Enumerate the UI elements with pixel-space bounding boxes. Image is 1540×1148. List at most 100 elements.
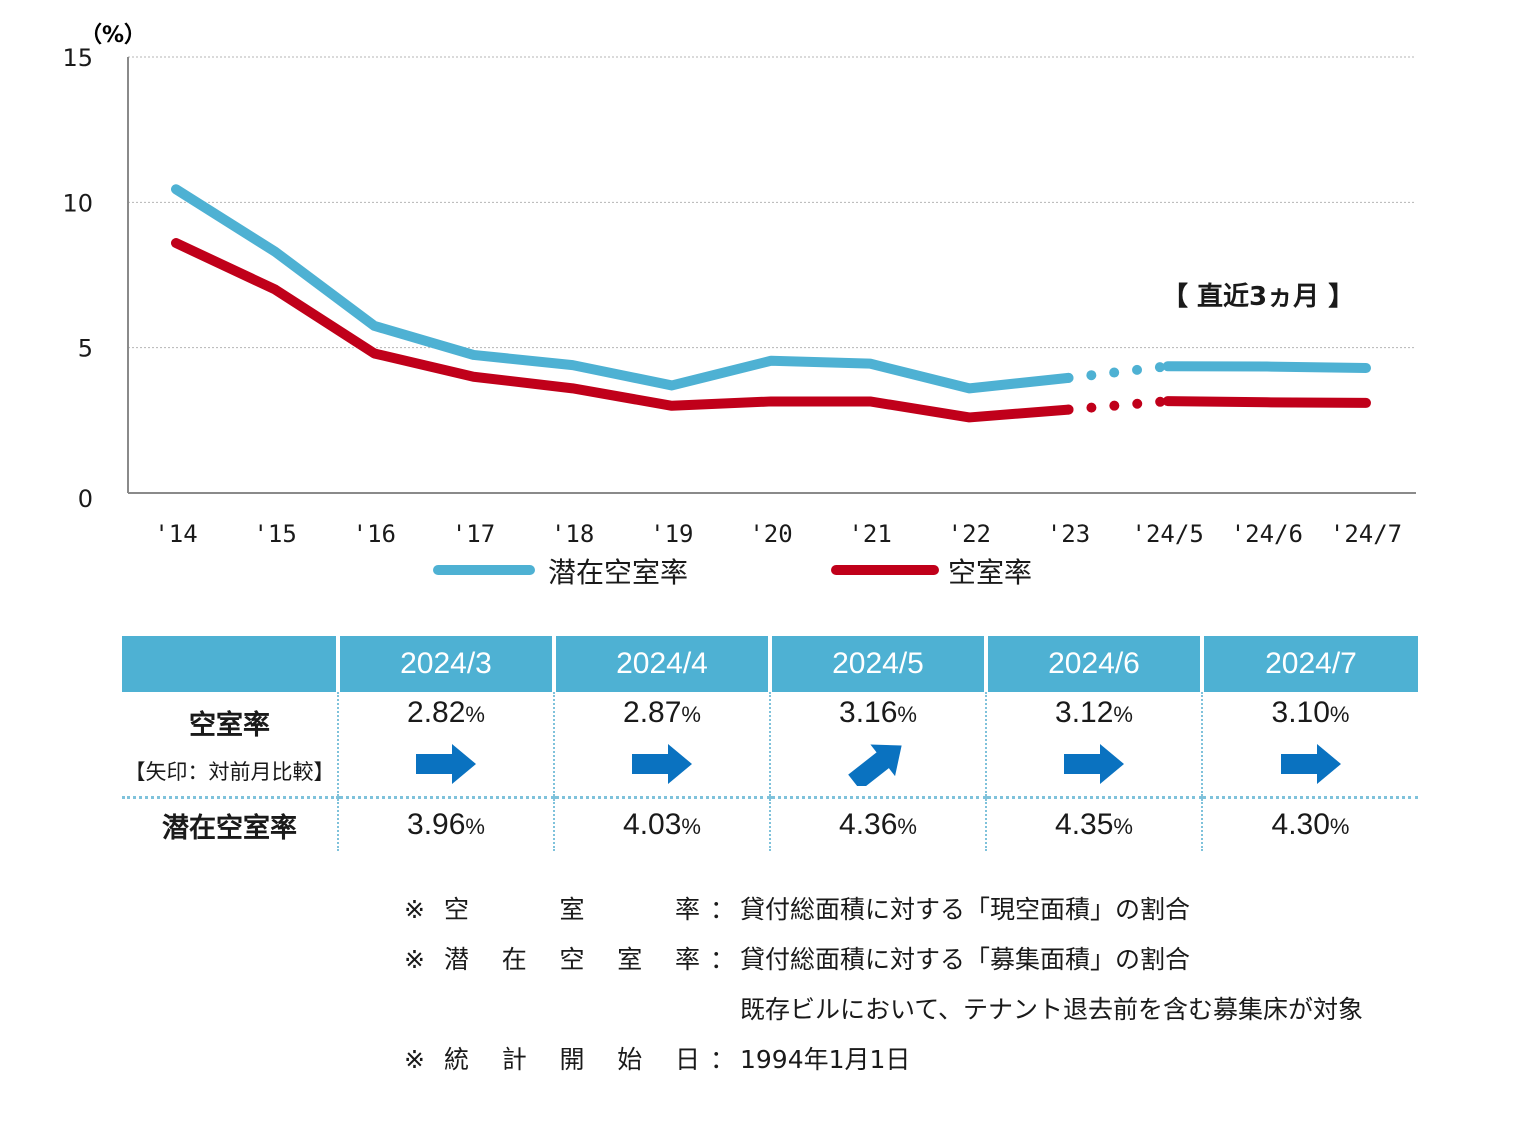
arrow-shape	[1280, 744, 1341, 784]
arrow-shape	[848, 744, 902, 786]
footnote-label-char: 空	[559, 945, 585, 974]
y-tick-labels: 0 5 10 15	[62, 44, 93, 513]
legend-label-potential-vacancy: 潜在空室率	[548, 556, 688, 589]
table-header-2024-3: 2024/3	[336, 636, 554, 692]
series-line-vacancy	[171, 238, 1074, 423]
y-tick-label: 5	[78, 335, 93, 363]
potential-cell: 4.35%	[985, 796, 1202, 851]
footnote-label-char: 統	[444, 1045, 470, 1074]
series-line-potential-vacancy	[171, 184, 1074, 394]
table-header-corner	[122, 636, 338, 692]
vacancy-value: 2.82	[407, 696, 466, 729]
footnote-label-char: 日	[674, 1045, 700, 1074]
footnote-text: 貸付総面積に対する「募集面積」の割合	[740, 945, 1191, 974]
footnote-label: 空室率	[444, 890, 700, 930]
footnote-label: 統計開始日	[444, 1040, 700, 1080]
legend: 潜在空室率 空室率	[433, 556, 1032, 589]
vacancy-value: 2.87	[623, 696, 682, 729]
row-label-potential-vacancy: 潜在空室率	[162, 812, 297, 843]
recent-3-months-annotation: 【 直近3ヵ月 】	[1162, 282, 1354, 312]
row-sublabel-arrow-note: 【矢印：対前月比較】	[124, 760, 335, 784]
footnote-mark: ※	[404, 1045, 425, 1074]
vacancy-cell: 3.12%	[985, 692, 1202, 798]
vacancy-table: 2024/3 2024/4 2024/5 2024/6 2024/7 空室率 【…	[122, 636, 1418, 851]
footnote-colon: ：	[710, 1045, 736, 1074]
footnote-label-char: 率	[674, 895, 700, 924]
series-lines	[171, 184, 1371, 423]
table-row-vacancy: 空室率 【矢印：対前月比較】 2.82% 2.87% 3.16% 3.12% 3…	[122, 692, 1418, 798]
row-label-vacancy: 空室率	[189, 709, 270, 740]
table-header-2024-4: 2024/4	[552, 636, 770, 692]
potential-cell: 3.96%	[337, 796, 554, 851]
unit-label: %	[465, 814, 485, 839]
x-tick-label: '16	[353, 520, 396, 548]
vacancy-value: 3.16	[839, 696, 898, 729]
footnote-colon: ：	[710, 945, 736, 974]
footnote-label: 潜在空室率	[444, 940, 700, 980]
arrow-shape	[632, 744, 692, 784]
footnote-label-char: 在	[501, 945, 527, 974]
unit-label: %	[897, 814, 917, 839]
vacancy-cell: 3.16%	[769, 692, 986, 798]
row-header-vacancy: 空室率 【矢印：対前月比較】	[122, 692, 338, 798]
footnote-label-char: 潜	[444, 945, 470, 974]
arrow-right-icon	[632, 744, 692, 784]
table-header-2024-7: 2024/7	[1200, 636, 1418, 692]
y-tick-label: 10	[62, 189, 93, 217]
footnote-text: 1994年1月1日	[740, 1045, 911, 1074]
x-tick-labels: '14 '15 '16 '17 '18 '19 '20 '21 '22 '23 '24/5 '24/6…	[154, 520, 1402, 548]
vacancy-cell: 2.87%	[553, 692, 770, 798]
arrow-shape	[416, 744, 476, 784]
vacancy-value: 3.10	[1271, 696, 1330, 729]
axes	[127, 57, 1416, 494]
x-tick-label: '22	[948, 520, 991, 548]
footnote-label-char: 室	[559, 895, 585, 924]
table-row-potential-vacancy: 潜在空室率 3.96% 4.03% 4.36% 4.35% 4.30%	[122, 796, 1418, 851]
vacancy-cell: 3.10%	[1201, 692, 1418, 798]
potential-cell: 4.36%	[769, 796, 986, 851]
y-tick-label: 0	[78, 485, 93, 513]
arrow-right-icon	[1064, 744, 1124, 784]
potential-value: 4.36	[839, 808, 898, 841]
arrow-right-icon	[416, 744, 476, 784]
footnote-text: 既存ビルにおいて、テナント退去前を含む募集床が対象	[740, 995, 1364, 1024]
footnote-mark: ※	[404, 945, 425, 974]
x-tick-label: '18	[551, 520, 594, 548]
footnote-label-char: 空	[444, 895, 470, 924]
unit-label: %	[1329, 702, 1350, 727]
unit-label: %	[465, 702, 485, 727]
x-tick-label: '24/7	[1330, 520, 1402, 548]
x-tick-label: '24/6	[1231, 520, 1303, 548]
potential-cell: 4.30%	[1201, 796, 1418, 851]
x-tick-label: '23	[1047, 520, 1090, 548]
x-tick-label: '21	[848, 520, 891, 548]
line-chart: 0 5 10 15 '14 '15 '16 '17 '18 '19 '20 '21 '22 '23 '24…	[62, 23, 1416, 589]
footnote-label-char: 開	[559, 1045, 585, 1074]
unit-label: %	[1113, 814, 1133, 839]
table-header-row: 2024/3 2024/4 2024/5 2024/6 2024/7	[122, 636, 1418, 692]
y-unit-label: （%）	[80, 23, 146, 48]
table-header-2024-6: 2024/6	[984, 636, 1202, 692]
vacancy-cell: 2.82%	[337, 692, 554, 798]
table-header-2024-5: 2024/5	[768, 636, 986, 692]
potential-value: 4.30	[1271, 808, 1330, 841]
unit-label: %	[1113, 702, 1133, 727]
potential-cell: 4.03%	[553, 796, 770, 851]
x-tick-label: '20	[749, 520, 792, 548]
arrow-up-right-icon	[848, 744, 902, 786]
footnote-label-char: 室	[617, 945, 643, 974]
unit-label: %	[1329, 814, 1350, 839]
series-dotted-potential-vacancy	[1063, 361, 1173, 383]
potential-value: 3.96	[407, 808, 466, 841]
footnote-text: 貸付総面積に対する「現空面積」の割合	[740, 895, 1191, 924]
arrow-shape	[1064, 744, 1124, 784]
unit-label: %	[681, 702, 701, 727]
footnote-label-char: 率	[674, 945, 700, 974]
series-line-recent-vacancy	[1162, 396, 1371, 408]
legend-label-vacancy: 空室率	[948, 556, 1032, 589]
unit-label: %	[897, 702, 917, 727]
unit-label: %	[681, 814, 701, 839]
x-tick-label: '17	[452, 520, 495, 548]
footnote-label-char: 始	[617, 1045, 643, 1074]
x-tick-label: '19	[650, 520, 693, 548]
